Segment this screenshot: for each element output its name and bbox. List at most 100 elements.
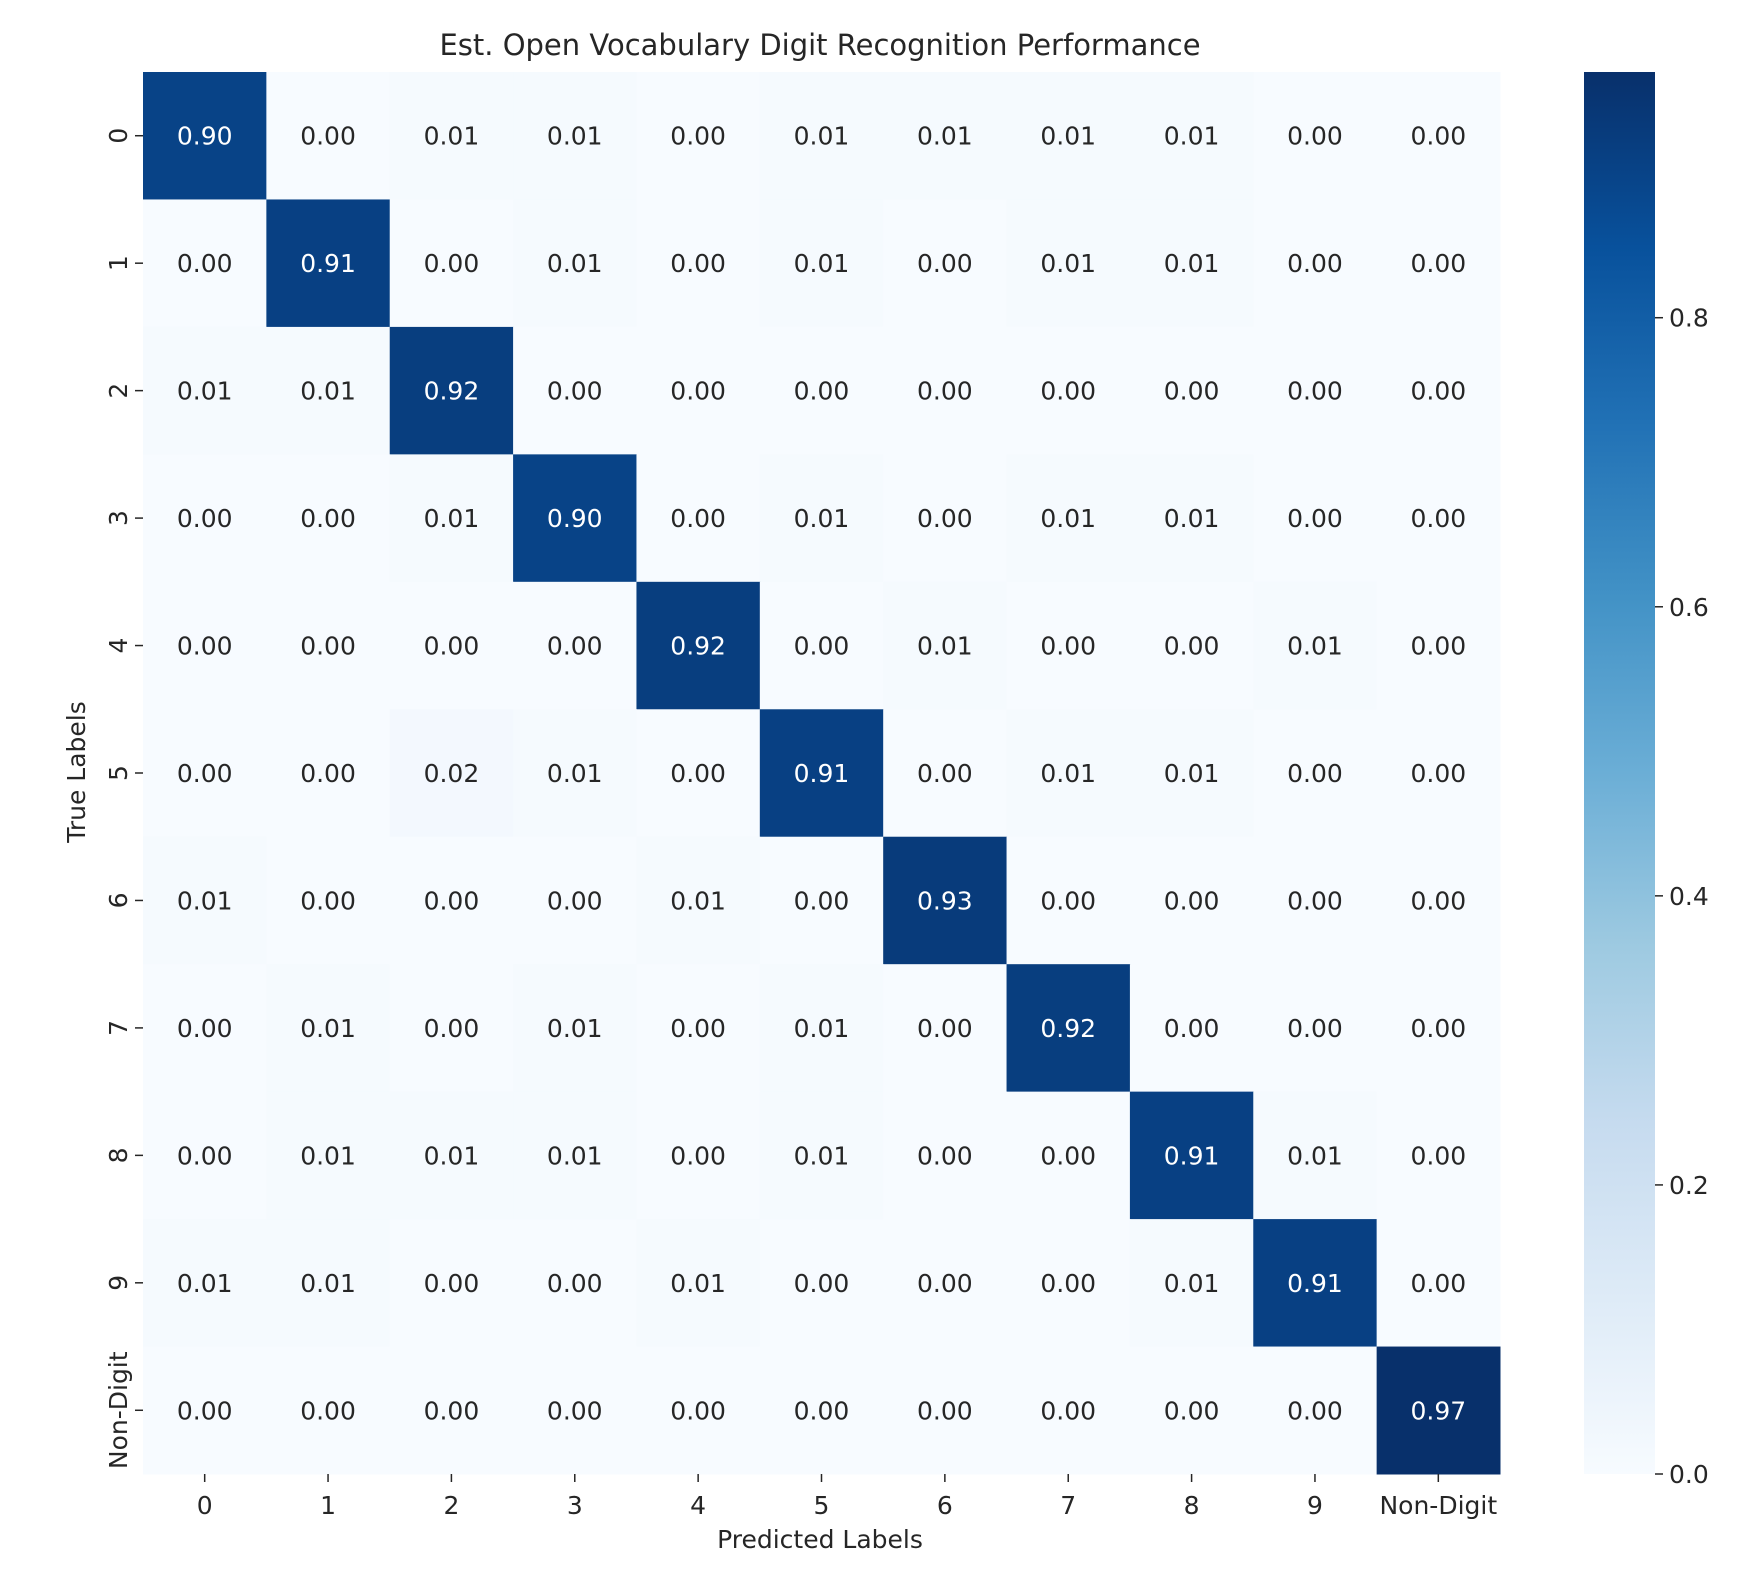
cell-value-label: 0.01 — [547, 1014, 603, 1043]
heatmap-cell — [1376, 199, 1501, 328]
x-tick-label: 5 — [814, 1491, 830, 1520]
heatmap-cells — [143, 72, 1501, 1475]
heatmap-cell — [389, 1219, 514, 1348]
cell-value-label: 0.02 — [424, 759, 480, 788]
cell-value-label: 0.01 — [547, 122, 603, 151]
heatmap-cell — [759, 836, 884, 965]
heatmap-cell — [513, 836, 637, 965]
x-tick-label: 2 — [443, 1491, 459, 1520]
cell-value-label: 0.00 — [917, 1141, 973, 1170]
cell-value-label: 0.00 — [1410, 377, 1466, 406]
y-tick-label: 4 — [104, 638, 133, 654]
cell-value-label: 0.00 — [1040, 1141, 1096, 1170]
y-tick-label: 7 — [104, 1020, 133, 1036]
heatmap-cell — [1129, 72, 1254, 200]
cell-value-label: 0.00 — [177, 504, 233, 533]
heatmap-cell — [389, 1346, 514, 1475]
heatmap-cell — [1376, 326, 1501, 455]
heatmap-cell — [143, 72, 267, 200]
heatmap-cell — [1129, 454, 1254, 583]
cell-value-label: 0.00 — [424, 632, 480, 661]
heatmap-cell — [636, 72, 761, 200]
heatmap-cell — [636, 709, 761, 838]
heatmap-cell — [513, 964, 637, 1093]
cell-value-label: 0.00 — [794, 1269, 850, 1298]
cell-value-label: 0.00 — [1287, 249, 1343, 278]
heatmap-cell — [883, 836, 1008, 965]
cell-value-label: 0.92 — [670, 632, 726, 661]
cell-value-label: 0.01 — [547, 1141, 603, 1170]
cell-value-label: 0.00 — [1040, 377, 1096, 406]
heatmap-cell — [759, 72, 884, 200]
cell-value-label: 0.91 — [1287, 1269, 1343, 1298]
heatmap-cell — [389, 326, 514, 455]
cell-value-label: 0.01 — [300, 1014, 356, 1043]
cell-value-label: 0.00 — [1410, 632, 1466, 661]
heatmap-cell — [266, 199, 391, 328]
heatmap-cell — [266, 326, 391, 455]
heatmap-cell — [389, 964, 514, 1093]
heatmap-cell — [1376, 836, 1501, 965]
cell-value-label: 0.01 — [794, 1141, 850, 1170]
cell-value-label: 0.01 — [1164, 122, 1220, 151]
cell-value-label: 0.00 — [300, 1396, 356, 1425]
cell-value-label: 0.00 — [1410, 886, 1466, 915]
cell-value-label: 0.00 — [300, 886, 356, 915]
cell-value-label: 0.00 — [1410, 759, 1466, 788]
cell-value-label: 0.00 — [917, 377, 973, 406]
y-axis-ticks: 0 1 2 3 4 5 6 7 8 9 Non-Digit — [104, 128, 143, 1469]
cell-value-label: 0.00 — [917, 504, 973, 533]
heatmap-cell — [759, 709, 884, 838]
cell-value-label: 0.01 — [1040, 504, 1096, 533]
cell-value-label: 0.93 — [917, 886, 973, 915]
y-tick-label: 2 — [104, 383, 133, 399]
cell-value-label: 0.00 — [1040, 886, 1096, 915]
cell-value-label: 0.00 — [794, 1396, 850, 1425]
heatmap-cell — [389, 836, 514, 965]
cell-value-label: 0.00 — [794, 886, 850, 915]
heatmap-cell — [513, 1346, 637, 1475]
cell-value-label: 0.00 — [177, 1014, 233, 1043]
cell-value-label: 0.00 — [1287, 1014, 1343, 1043]
cell-value-label: 0.00 — [1410, 1014, 1466, 1043]
heatmap-cell — [266, 709, 391, 838]
x-tick-label: 1 — [320, 1491, 336, 1520]
heatmap-cell — [389, 709, 514, 838]
x-tick-label: 0 — [197, 1491, 213, 1520]
cell-value-label: 0.00 — [1410, 1269, 1466, 1298]
cell-value-label: 0.01 — [1287, 632, 1343, 661]
cell-value-label: 0.00 — [794, 632, 850, 661]
x-tick-label: 8 — [1184, 1491, 1200, 1520]
heatmap-cell — [1129, 1346, 1254, 1475]
heatmap-cell — [143, 964, 267, 1093]
heatmap-cell — [1129, 836, 1254, 965]
x-tick-label: 6 — [937, 1491, 953, 1520]
cell-value-label: 0.00 — [1410, 1141, 1466, 1170]
heatmap-cell — [1376, 454, 1501, 583]
cell-value-label: 0.00 — [917, 759, 973, 788]
heatmap-cell — [636, 326, 761, 455]
heatmap-cell — [759, 1346, 884, 1475]
heatmap-cell — [636, 199, 761, 328]
heatmap-cell — [1376, 581, 1501, 710]
cell-value-label: 0.00 — [177, 759, 233, 788]
heatmap-cell — [1006, 1346, 1131, 1475]
cell-value-label: 0.90 — [177, 122, 233, 151]
cell-value-label: 0.00 — [177, 632, 233, 661]
y-axis-label: True Labels — [62, 701, 91, 844]
heatmap-cell — [1376, 1219, 1501, 1348]
heatmap-cell — [636, 1091, 761, 1220]
heatmap-cell — [1253, 454, 1378, 583]
heatmap-cell — [1006, 581, 1131, 710]
cell-value-label: 0.00 — [917, 1014, 973, 1043]
heatmap-cell — [266, 836, 391, 965]
cell-value-label: 0.00 — [547, 1396, 603, 1425]
heatmap-cell — [513, 709, 637, 838]
cell-value-label: 0.01 — [547, 249, 603, 278]
cell-value-label: 0.01 — [794, 504, 850, 533]
heatmap-cell — [143, 1091, 267, 1220]
heatmap-cell — [266, 581, 391, 710]
cell-value-label: 0.01 — [917, 632, 973, 661]
cell-value-label: 0.00 — [1040, 1269, 1096, 1298]
heatmap-cell — [389, 1091, 514, 1220]
